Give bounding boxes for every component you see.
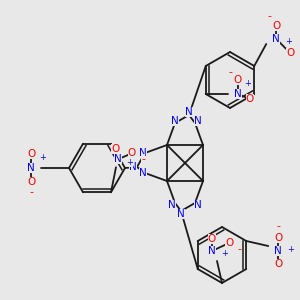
Text: N: N [168,200,176,210]
Text: N: N [208,246,216,256]
Text: +: + [244,80,251,88]
Text: -: - [141,154,145,164]
Text: O: O [111,144,119,154]
Text: N: N [272,34,280,44]
Text: N: N [27,163,35,173]
Text: O: O [272,21,281,31]
Text: O: O [286,48,294,58]
Text: N: N [185,107,193,117]
Text: O: O [274,233,282,243]
Text: N: N [194,116,202,126]
Text: -: - [276,221,280,231]
Text: N: N [274,246,282,256]
Text: -: - [237,244,241,254]
Text: -: - [29,187,33,197]
Text: O: O [128,148,136,158]
Text: N: N [234,89,242,99]
Text: N: N [114,154,122,164]
Text: O: O [234,75,242,85]
Text: N: N [129,162,137,172]
Text: +: + [285,38,292,46]
Text: +: + [222,248,228,257]
Text: O: O [225,238,233,248]
Text: +: + [287,244,294,253]
Text: N: N [171,116,179,126]
Text: +: + [127,158,134,167]
Text: +: + [40,152,46,161]
Text: N: N [177,209,185,219]
Text: O: O [274,259,282,269]
Text: N: N [139,148,147,158]
Text: N: N [194,200,202,210]
Text: O: O [208,234,216,244]
Text: -: - [229,67,233,77]
Text: O: O [246,94,254,104]
Text: N: N [139,168,147,178]
Text: O: O [27,177,35,187]
Text: O: O [27,149,35,159]
Text: -: - [267,11,271,21]
